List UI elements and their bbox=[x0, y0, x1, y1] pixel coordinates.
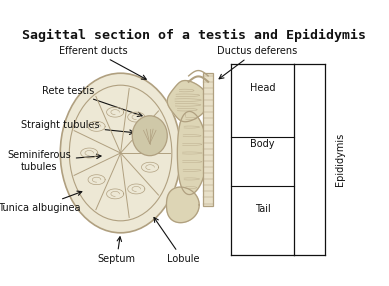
Text: Straight tubules: Straight tubules bbox=[21, 120, 134, 134]
Text: Rete testis: Rete testis bbox=[42, 86, 142, 116]
Ellipse shape bbox=[60, 73, 181, 233]
Text: Sagittal section of a testis and Epididymis: Sagittal section of a testis and Epididy… bbox=[23, 29, 366, 42]
Text: Septum: Septum bbox=[98, 237, 136, 264]
Text: Head: Head bbox=[250, 83, 275, 93]
Polygon shape bbox=[167, 81, 209, 122]
Text: Lobule: Lobule bbox=[154, 217, 199, 264]
Ellipse shape bbox=[132, 116, 167, 156]
Bar bbox=[203, 73, 213, 206]
Text: Tail: Tail bbox=[255, 204, 270, 214]
Text: Ductus deferens: Ductus deferens bbox=[217, 45, 297, 79]
Text: Tunica albuginea: Tunica albuginea bbox=[0, 191, 82, 212]
Text: Epididymis: Epididymis bbox=[335, 133, 345, 186]
Text: Body: Body bbox=[251, 139, 275, 149]
Polygon shape bbox=[166, 187, 199, 223]
Text: Efferent ducts: Efferent ducts bbox=[59, 45, 146, 79]
Text: Seminiferous
tubules: Seminiferous tubules bbox=[7, 150, 101, 172]
Polygon shape bbox=[177, 112, 207, 194]
